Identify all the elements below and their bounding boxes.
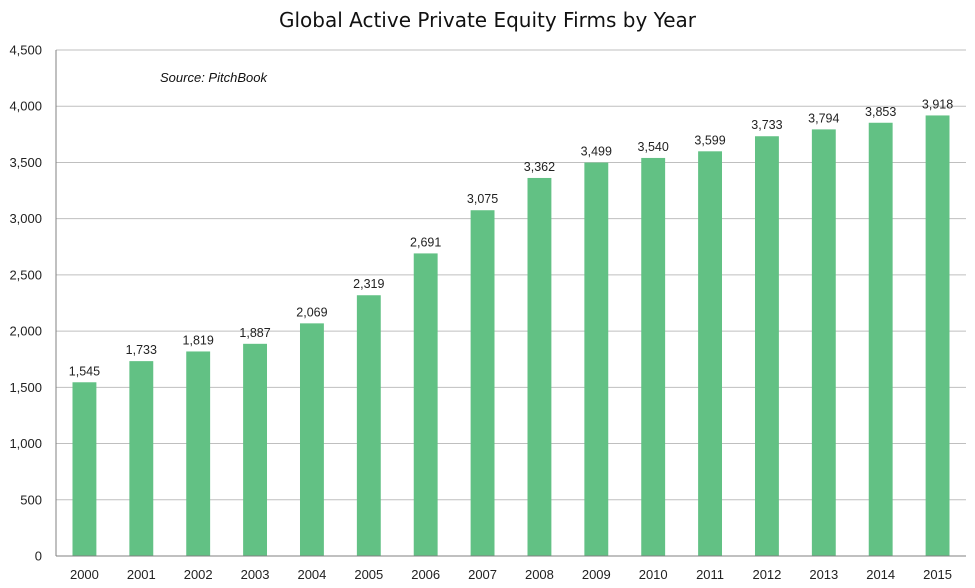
x-tick-label: 2009 bbox=[582, 567, 611, 582]
chart-title: Global Active Private Equity Firms by Ye… bbox=[278, 8, 697, 32]
data-label: 3,853 bbox=[865, 105, 896, 119]
bar bbox=[356, 295, 381, 556]
source-annotation: Source: PitchBook bbox=[160, 70, 268, 85]
x-tick-label: 2002 bbox=[184, 567, 213, 582]
data-label: 3,540 bbox=[638, 140, 669, 154]
data-label: 3,918 bbox=[922, 97, 953, 111]
bar bbox=[811, 129, 836, 556]
data-label: 1,733 bbox=[126, 343, 157, 357]
data-labels: 1,545 1,733 1,819 1,887 2,069 2,319 2,691 3,075… bbox=[69, 97, 953, 378]
y-tick-label: 2,500 bbox=[9, 267, 42, 282]
data-label: 3,362 bbox=[524, 160, 555, 174]
x-tick-label: 2000 bbox=[70, 567, 99, 582]
bar bbox=[527, 177, 552, 556]
data-label: 3,733 bbox=[751, 118, 782, 132]
bar bbox=[698, 151, 723, 556]
x-tick-label: 2003 bbox=[241, 567, 270, 582]
x-tick-label: 2014 bbox=[866, 567, 895, 582]
data-label: 3,075 bbox=[467, 192, 498, 206]
bar bbox=[641, 157, 666, 557]
x-tick-label: 2015 bbox=[923, 567, 952, 582]
x-tick-label: 2012 bbox=[752, 567, 781, 582]
bar bbox=[129, 361, 154, 556]
bar bbox=[299, 323, 324, 556]
y-tick-label: 1,500 bbox=[9, 380, 42, 395]
y-tick-label: 1,000 bbox=[9, 436, 42, 451]
x-tick-label: 2011 bbox=[696, 567, 724, 582]
data-label: 3,794 bbox=[808, 111, 839, 125]
data-label: 2,691 bbox=[410, 235, 441, 249]
bar bbox=[470, 210, 495, 556]
y-tick-label: 4,000 bbox=[9, 99, 42, 114]
data-label: 2,069 bbox=[296, 305, 327, 319]
x-tick-label: 2004 bbox=[297, 567, 326, 582]
x-tick-label: 2010 bbox=[639, 567, 668, 582]
y-tick-label: 500 bbox=[20, 492, 42, 507]
x-tick-label: 2007 bbox=[468, 567, 497, 582]
bar bbox=[868, 122, 893, 556]
data-label: 1,887 bbox=[239, 326, 270, 340]
bar bbox=[754, 136, 779, 557]
y-tick-label: 0 bbox=[35, 549, 42, 564]
data-label: 1,819 bbox=[183, 333, 214, 347]
y-tick-label: 3,000 bbox=[9, 211, 42, 226]
data-label: 3,599 bbox=[694, 133, 725, 147]
x-tick-label: 2001 bbox=[127, 567, 156, 582]
axes: 0 500 1,000 1,500 2,000 2,500 3,000 3,500 4,000 4… bbox=[9, 43, 966, 582]
bar bbox=[584, 162, 609, 556]
bar bbox=[72, 382, 97, 556]
bar bbox=[186, 351, 211, 556]
bar bbox=[413, 253, 438, 557]
x-tick-label: 2005 bbox=[354, 567, 383, 582]
y-tick-label: 3,500 bbox=[9, 155, 42, 170]
data-label: 1,545 bbox=[69, 364, 100, 378]
x-tick-label: 2008 bbox=[525, 567, 554, 582]
y-tick-label: 2,000 bbox=[9, 324, 42, 339]
data-label: 2,319 bbox=[353, 277, 384, 291]
bar bbox=[243, 343, 268, 556]
data-label: 3,499 bbox=[581, 145, 612, 159]
x-tick-label: 2013 bbox=[809, 567, 838, 582]
y-tick-label: 4,500 bbox=[9, 43, 42, 58]
x-tick-label: 2006 bbox=[411, 567, 440, 582]
bars bbox=[72, 115, 950, 557]
bar bbox=[925, 115, 950, 557]
